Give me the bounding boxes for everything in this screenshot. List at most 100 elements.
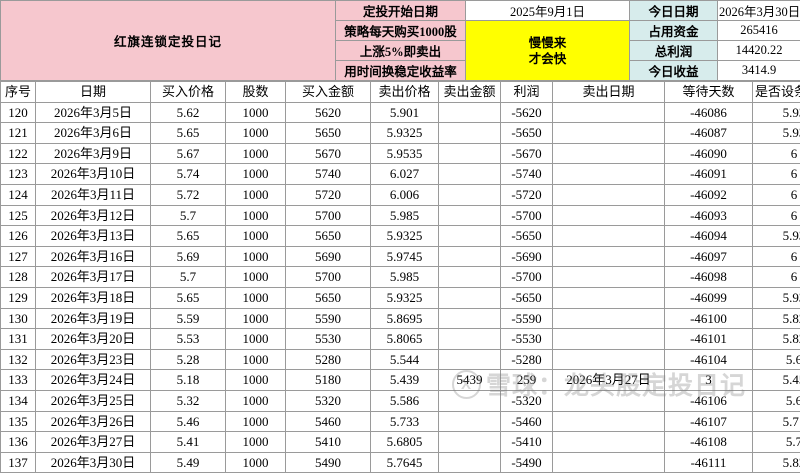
cell-2-7: -5670 [501, 143, 553, 164]
cell-12-5: 5.544 [371, 349, 439, 370]
cell-17-7: -5490 [501, 452, 553, 473]
cell-6-3: 1000 [226, 226, 286, 247]
column-header-5: 卖出价格 [371, 82, 439, 103]
cell-1-4: 5650 [286, 123, 371, 144]
cell-3-7: -5740 [501, 164, 553, 185]
sheet-title: 红旗连锁定投日记 [1, 1, 336, 81]
column-header-6: 卖出金额 [439, 82, 501, 103]
cell-1-3: 1000 [226, 123, 286, 144]
cell-3-0: 123 [1, 164, 36, 185]
cell-11-3: 1000 [226, 329, 286, 350]
cell-3-9: -46091 [665, 164, 753, 185]
cell-17-2: 5.49 [151, 452, 226, 473]
cell-12-1: 2026年3月23日 [36, 349, 151, 370]
cell-10-5: 5.8695 [371, 308, 439, 329]
cell-8-8 [553, 267, 665, 288]
cell-9-1: 2026年3月18日 [36, 287, 151, 308]
cell-2-10: 6 [753, 143, 800, 164]
cell-11-9: -46101 [665, 329, 753, 350]
cell-0-10: 5.93 [753, 102, 800, 123]
cell-14-9: -46106 [665, 390, 753, 411]
cell-3-6 [439, 164, 501, 185]
spreadsheet: 红旗连锁定投日记 定投开始日期 2025年9月1日 今日日期 2026年3月30… [0, 0, 800, 403]
cell-12-2: 5.28 [151, 349, 226, 370]
stat-left-value-3: 3414.9 [718, 61, 800, 81]
cell-15-1: 2026年3月26日 [36, 411, 151, 432]
trade-log-table: 序号日期买入价格股数买入金额卖出价格卖出金额利润卖出日期等待天数是否设条件单 1… [0, 81, 800, 473]
cell-10-9: -46100 [665, 308, 753, 329]
cell-8-5: 5.985 [371, 267, 439, 288]
cell-14-2: 5.32 [151, 390, 226, 411]
cell-16-9: -46108 [665, 432, 753, 453]
cell-1-5: 5.9325 [371, 123, 439, 144]
cell-11-8 [553, 329, 665, 350]
cell-3-5: 6.027 [371, 164, 439, 185]
cell-11-6 [439, 329, 501, 350]
cell-17-3: 1000 [226, 452, 286, 473]
slogan-cell: 慢慢来 才会快 [466, 21, 630, 81]
cell-3-2: 5.74 [151, 164, 226, 185]
cell-8-2: 5.7 [151, 267, 226, 288]
cell-9-8 [553, 287, 665, 308]
cell-12-9: -46104 [665, 349, 753, 370]
cell-4-6 [439, 184, 501, 205]
cell-9-9: -46099 [665, 287, 753, 308]
cell-13-1: 2026年3月24日 [36, 370, 151, 391]
cell-14-6 [439, 390, 501, 411]
cell-16-10: 5.7 [753, 432, 800, 453]
cell-4-5: 6.006 [371, 184, 439, 205]
cell-17-1: 2026年3月30日 [36, 452, 151, 473]
cell-13-8: 2026年3月27日 [553, 370, 665, 391]
strategy-label-2: 上涨5%即卖出 [336, 41, 466, 61]
cell-6-8 [553, 226, 665, 247]
cell-16-5: 5.6805 [371, 432, 439, 453]
cell-7-0: 127 [1, 246, 36, 267]
cell-13-7: 259 [501, 370, 553, 391]
cell-11-0: 131 [1, 329, 36, 350]
cell-13-2: 5.18 [151, 370, 226, 391]
cell-4-10: 6 [753, 184, 800, 205]
column-header-8: 卖出日期 [553, 82, 665, 103]
cell-4-8 [553, 184, 665, 205]
cell-10-1: 2026年3月19日 [36, 308, 151, 329]
cell-3-8 [553, 164, 665, 185]
cell-10-6 [439, 308, 501, 329]
cell-1-10: 5.93 [753, 123, 800, 144]
cell-11-2: 5.53 [151, 329, 226, 350]
cell-13-6: 5439 [439, 370, 501, 391]
cell-0-8 [553, 102, 665, 123]
cell-16-0: 136 [1, 432, 36, 453]
cell-16-2: 5.41 [151, 432, 226, 453]
cell-3-1: 2026年3月10日 [36, 164, 151, 185]
strategy-label-0: 定投开始日期 [336, 1, 466, 21]
cell-2-5: 5.9535 [371, 143, 439, 164]
cell-2-9: -46090 [665, 143, 753, 164]
strategy-label-3: 用时间换稳定收益率 [336, 61, 466, 81]
cell-1-0: 121 [1, 123, 36, 144]
cell-5-10: 6 [753, 205, 800, 226]
cell-10-7: -5590 [501, 308, 553, 329]
cell-16-4: 5410 [286, 432, 371, 453]
cell-14-4: 5320 [286, 390, 371, 411]
slogan-line-1: 慢慢来 [467, 35, 628, 51]
cell-14-8 [553, 390, 665, 411]
cell-9-4: 5650 [286, 287, 371, 308]
cell-6-4: 5650 [286, 226, 371, 247]
cell-10-3: 1000 [226, 308, 286, 329]
cell-2-0: 122 [1, 143, 36, 164]
cell-5-5: 5.985 [371, 205, 439, 226]
stat-left-label-0: 今日日期 [630, 1, 718, 21]
cell-3-4: 5740 [286, 164, 371, 185]
cell-5-9: -46093 [665, 205, 753, 226]
cell-15-9: -46107 [665, 411, 753, 432]
cell-16-6 [439, 432, 501, 453]
cell-15-2: 5.46 [151, 411, 226, 432]
cell-5-1: 2026年3月12日 [36, 205, 151, 226]
stat-left-label-3: 今日收益 [630, 61, 718, 81]
